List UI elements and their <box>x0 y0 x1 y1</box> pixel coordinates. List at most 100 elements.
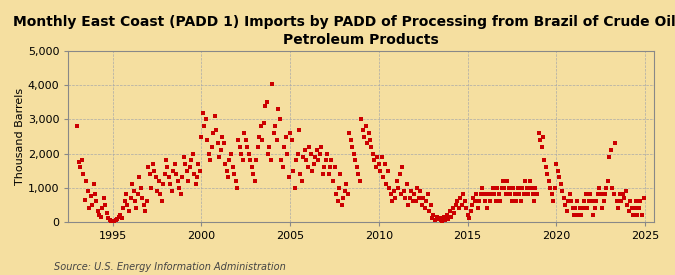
Point <box>183 179 194 183</box>
Point <box>346 138 356 142</box>
Point <box>109 219 119 224</box>
Point <box>524 179 535 183</box>
Point <box>301 158 312 163</box>
Point <box>325 165 335 169</box>
Point <box>543 179 554 183</box>
Point <box>107 219 118 223</box>
Point <box>137 196 148 200</box>
Point <box>403 202 414 207</box>
Point <box>486 192 497 197</box>
Point <box>86 202 97 207</box>
Point <box>545 185 556 190</box>
Point <box>382 168 393 173</box>
Point <box>626 206 637 210</box>
Point <box>497 179 508 183</box>
Point <box>377 155 387 159</box>
Point <box>568 213 579 217</box>
Point <box>200 117 211 122</box>
Point <box>171 172 182 176</box>
Point <box>552 168 563 173</box>
Point <box>368 151 379 156</box>
Point <box>331 192 342 197</box>
Point <box>477 185 487 190</box>
Point <box>146 185 157 190</box>
Point <box>271 138 282 142</box>
Point <box>455 196 466 200</box>
Text: Source: U.S. Energy Information Administration: Source: U.S. Energy Information Administ… <box>54 262 286 272</box>
Point <box>489 192 500 197</box>
Point <box>551 162 562 166</box>
Point <box>490 199 501 204</box>
Point <box>634 206 645 210</box>
Point <box>250 158 261 163</box>
Point <box>400 196 411 200</box>
Point <box>496 185 507 190</box>
Point <box>294 128 304 132</box>
Point <box>238 158 248 163</box>
Point <box>291 158 302 163</box>
Point <box>269 131 279 135</box>
Point <box>322 151 333 156</box>
Point <box>199 124 210 128</box>
Point <box>136 185 146 190</box>
Point <box>635 199 646 204</box>
Point <box>413 196 424 200</box>
Point <box>75 165 86 169</box>
Point <box>375 168 385 173</box>
Point <box>202 138 213 142</box>
Point <box>143 165 154 169</box>
Point <box>371 165 381 169</box>
Point <box>461 206 472 210</box>
Point <box>614 192 625 197</box>
Point <box>515 199 526 204</box>
Point <box>502 179 513 183</box>
Point <box>252 145 263 149</box>
Point <box>288 168 298 173</box>
Point <box>277 165 288 169</box>
Point <box>242 145 252 149</box>
Point <box>292 151 303 156</box>
Point <box>379 162 390 166</box>
Point <box>97 206 108 210</box>
Point <box>84 206 95 210</box>
Point <box>424 209 435 214</box>
Point <box>612 199 622 204</box>
Point <box>209 114 220 118</box>
Point <box>607 185 618 190</box>
Point <box>389 196 400 200</box>
Point <box>263 151 273 156</box>
Point <box>90 192 101 197</box>
Point <box>265 158 276 163</box>
Point <box>588 213 599 217</box>
Point <box>188 172 199 176</box>
Point <box>320 158 331 163</box>
Point <box>94 213 105 217</box>
Point <box>298 155 309 159</box>
Point <box>416 202 427 207</box>
Point <box>323 172 334 176</box>
Point <box>256 138 267 142</box>
Point <box>468 196 479 200</box>
Point <box>548 199 559 204</box>
Point <box>244 151 254 156</box>
Point <box>261 100 272 105</box>
Point <box>485 199 495 204</box>
Point <box>219 162 230 166</box>
Point <box>362 141 373 145</box>
Point <box>186 158 196 163</box>
Point <box>152 189 163 193</box>
Point <box>466 202 477 207</box>
Point <box>384 185 395 190</box>
Point <box>591 199 601 204</box>
Point <box>474 199 485 204</box>
Point <box>385 192 396 197</box>
Point <box>196 134 207 139</box>
Point <box>412 185 423 190</box>
Point <box>619 196 630 200</box>
Point <box>310 155 321 159</box>
Point <box>340 189 350 193</box>
Point <box>223 175 234 180</box>
Point <box>423 192 433 197</box>
Point <box>285 131 296 135</box>
Point <box>134 175 144 180</box>
